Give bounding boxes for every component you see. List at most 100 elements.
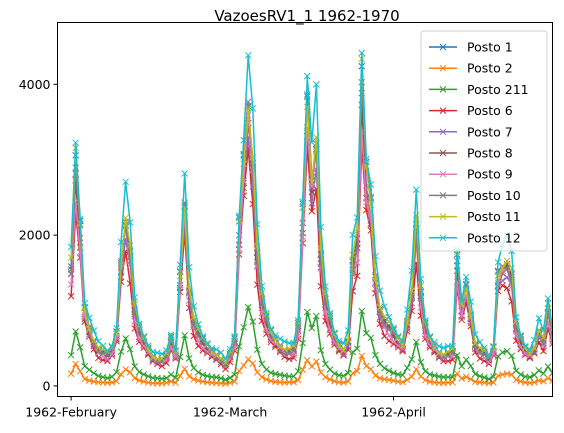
data-point-marker	[194, 321, 202, 328]
x-tick-label: 1962-February	[25, 405, 117, 420]
series-posto-211	[67, 303, 553, 384]
data-point-marker	[76, 215, 84, 223]
data-point-marker	[290, 339, 298, 347]
data-point-marker	[158, 350, 166, 358]
data-point-marker	[549, 340, 553, 348]
data-point-marker	[512, 376, 520, 384]
data-point-marker	[408, 355, 416, 363]
data-point-marker	[104, 356, 111, 363]
data-point-marker	[308, 324, 316, 332]
data-point-marker	[72, 139, 80, 147]
data-point-marker	[385, 367, 393, 375]
data-point-marker	[217, 374, 225, 382]
data-point-marker	[172, 354, 179, 361]
data-point-marker	[372, 351, 379, 359]
data-point-marker	[67, 351, 75, 359]
data-point-marker	[322, 360, 329, 368]
data-point-marker	[358, 49, 366, 57]
data-point-marker	[163, 347, 170, 354]
data-point-marker	[303, 308, 311, 316]
data-point-marker	[340, 339, 347, 347]
data-point-marker	[358, 352, 366, 360]
data-point-marker	[481, 344, 488, 352]
data-point-marker	[490, 379, 497, 386]
data-point-marker	[249, 318, 257, 325]
plot-frame	[57, 22, 553, 397]
legend-marker	[439, 64, 447, 72]
data-point-marker	[344, 369, 352, 377]
data-point-marker	[353, 214, 361, 221]
data-point-marker	[294, 367, 302, 375]
data-point-marker	[312, 358, 320, 365]
data-point-marker	[517, 371, 525, 378]
data-point-marker	[258, 373, 266, 381]
data-point-marker	[367, 365, 375, 373]
data-point-marker	[172, 374, 179, 382]
data-point-marker	[512, 367, 520, 375]
data-point-marker	[544, 363, 552, 370]
data-point-marker	[353, 272, 361, 280]
data-point-marker	[399, 378, 406, 386]
data-point-marker	[471, 370, 479, 378]
data-point-marker	[249, 105, 257, 112]
legend-label: Posto 7	[467, 124, 513, 139]
data-point-marker	[222, 376, 229, 384]
legend-item: Posto 6	[429, 103, 513, 118]
y-tick-label: 2000	[19, 228, 51, 243]
data-point-marker	[272, 336, 279, 344]
data-point-marker	[544, 295, 552, 302]
data-point-marker	[421, 367, 429, 375]
data-point-marker	[167, 371, 175, 378]
data-point-marker	[421, 376, 429, 384]
data-point-marker	[117, 348, 125, 356]
data-point-marker	[140, 371, 148, 378]
data-point-marker	[390, 324, 397, 332]
data-point-marker	[253, 346, 261, 354]
data-point-marker	[199, 332, 207, 340]
data-point-marker	[521, 342, 529, 350]
data-point-marker	[353, 367, 361, 375]
data-point-marker	[526, 373, 534, 381]
data-point-marker	[303, 72, 311, 80]
data-point-marker	[312, 80, 320, 88]
data-point-marker	[244, 303, 252, 311]
data-point-marker	[399, 337, 406, 345]
data-point-marker	[231, 371, 238, 379]
data-point-marker	[440, 344, 447, 352]
data-point-marker	[263, 366, 270, 373]
legend-item: Posto 211	[429, 82, 529, 97]
data-point-marker	[253, 220, 261, 228]
data-point-marker	[67, 292, 75, 300]
legend-marker	[439, 86, 447, 93]
data-point-marker	[231, 332, 238, 340]
data-point-marker	[290, 342, 298, 350]
data-point-marker	[81, 362, 89, 370]
data-point-marker	[213, 351, 220, 359]
data-point-marker	[85, 314, 93, 322]
data-point-marker	[449, 342, 456, 350]
data-point-marker	[258, 282, 266, 290]
data-point-marker	[326, 309, 334, 317]
data-point-marker	[353, 345, 361, 353]
data-point-marker	[471, 342, 479, 350]
data-point-marker	[535, 314, 543, 322]
data-point-marker	[508, 371, 515, 378]
data-point-marker	[431, 339, 438, 346]
data-point-marker	[185, 355, 193, 362]
data-point-marker	[294, 376, 302, 384]
data-point-marker	[172, 379, 179, 387]
data-point-marker	[499, 264, 506, 272]
plot-area	[67, 49, 553, 388]
data-point-marker	[353, 244, 361, 251]
data-point-marker	[540, 347, 547, 355]
legend: Posto 1 Posto 2 Posto 211 Posto 6 Posto 7 Pos…	[420, 30, 548, 252]
data-point-marker	[362, 198, 370, 206]
data-point-marker	[76, 343, 84, 351]
data-point-marker	[144, 372, 152, 380]
data-point-marker	[126, 368, 134, 376]
data-point-marker	[240, 150, 248, 158]
data-point-marker	[381, 303, 388, 310]
data-point-marker	[494, 258, 502, 266]
data-point-marker	[340, 372, 347, 380]
data-point-marker	[235, 212, 243, 220]
